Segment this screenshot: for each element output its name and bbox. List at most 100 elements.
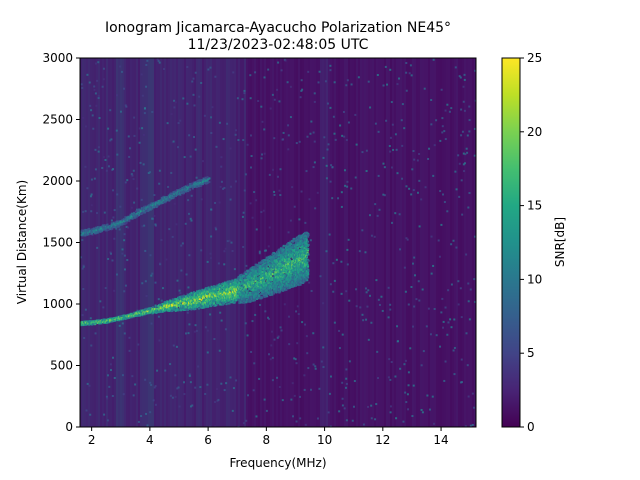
noise-speckle — [309, 388, 312, 391]
echo-point — [169, 299, 172, 302]
echo-point — [281, 273, 284, 276]
noise-speckle — [455, 188, 458, 191]
noise-speckle — [313, 92, 316, 95]
echo-point — [179, 297, 182, 300]
echo-point — [291, 263, 294, 266]
echo-point — [170, 307, 173, 310]
noise-speckle — [252, 389, 255, 392]
noise-speckle — [462, 85, 465, 88]
noise-speckle — [96, 246, 99, 249]
echo-point — [279, 269, 282, 272]
noise-speckle — [389, 303, 392, 306]
echo-point — [287, 242, 290, 245]
noise-column — [340, 58, 342, 427]
echo-point — [227, 289, 230, 292]
noise-speckle — [243, 189, 246, 192]
echo-point — [151, 306, 154, 309]
echo-point — [161, 303, 164, 306]
noise-speckle — [110, 369, 113, 372]
echo-point — [267, 283, 270, 286]
echo-point — [289, 249, 292, 252]
echo-point — [289, 266, 292, 269]
noise-speckle — [398, 77, 401, 80]
echo-point — [229, 293, 232, 296]
echo-point — [203, 304, 206, 307]
noise-speckle — [444, 138, 447, 141]
echo-point — [248, 296, 251, 299]
noise-speckle — [113, 237, 116, 240]
echo-point — [235, 285, 238, 288]
echo-point — [276, 277, 279, 280]
noise-speckle — [209, 425, 212, 427]
noise-speckle — [180, 269, 183, 272]
noise-speckle — [222, 138, 225, 141]
echo-point — [258, 270, 261, 273]
echo-point — [268, 268, 271, 271]
noise-speckle — [186, 102, 189, 105]
echo-point — [235, 287, 238, 290]
echo-point — [98, 321, 101, 324]
noise-speckle — [467, 300, 470, 303]
echo-point — [268, 265, 271, 268]
echo-point — [274, 274, 277, 277]
echo-point — [119, 317, 122, 320]
noise-speckle — [269, 358, 272, 361]
echo-point — [247, 285, 250, 288]
echo-point — [273, 266, 276, 269]
noise-speckle — [204, 326, 207, 329]
noise-speckle — [151, 272, 154, 275]
noise-speckle — [442, 320, 445, 323]
echo-point — [243, 292, 246, 295]
noise-column — [272, 58, 274, 427]
echo-point — [157, 309, 160, 312]
noise-speckle — [460, 179, 463, 182]
noise-column — [378, 58, 380, 427]
echo-point — [253, 295, 256, 298]
noise-speckle — [93, 88, 96, 91]
echo-point — [198, 290, 201, 293]
echo-point — [265, 289, 268, 292]
noise-column — [130, 58, 132, 427]
noise-column — [424, 58, 426, 427]
noise-speckle — [145, 294, 148, 297]
noise-speckle — [313, 140, 316, 143]
noise-speckle — [177, 122, 180, 125]
echo-point — [180, 299, 183, 302]
echo-point — [128, 316, 131, 319]
noise-speckle — [355, 288, 358, 291]
noise-column — [364, 58, 366, 427]
noise-speckle — [345, 419, 348, 422]
noise-speckle — [268, 317, 271, 320]
noise-speckle — [286, 81, 289, 84]
noise-speckle — [137, 420, 140, 423]
noise-column — [420, 58, 422, 427]
noise-speckle — [304, 423, 307, 426]
echo-point — [219, 303, 222, 306]
noise-column — [218, 58, 220, 427]
noise-speckle — [254, 313, 257, 316]
noise-speckle — [305, 170, 308, 173]
echo-point — [169, 306, 172, 309]
noise-column — [148, 58, 150, 427]
noise-speckle — [278, 100, 281, 103]
noise-speckle — [466, 134, 469, 137]
echo-point — [273, 251, 276, 254]
echo-point — [227, 291, 230, 294]
echo-point — [169, 304, 172, 307]
echo-point — [250, 299, 253, 302]
noise-column — [352, 58, 354, 427]
noise-speckle — [94, 332, 97, 335]
echo-point — [273, 259, 276, 262]
echo-point — [214, 299, 217, 302]
echo-point — [248, 282, 251, 285]
noise-speckle — [308, 281, 311, 284]
noise-speckle — [407, 408, 410, 411]
echo-point — [284, 250, 287, 253]
echo-point — [258, 281, 261, 284]
echo-point — [227, 281, 230, 284]
echo-point — [277, 255, 280, 258]
noise-speckle — [293, 357, 296, 360]
echo-point — [285, 282, 288, 285]
echo-point — [282, 262, 285, 265]
